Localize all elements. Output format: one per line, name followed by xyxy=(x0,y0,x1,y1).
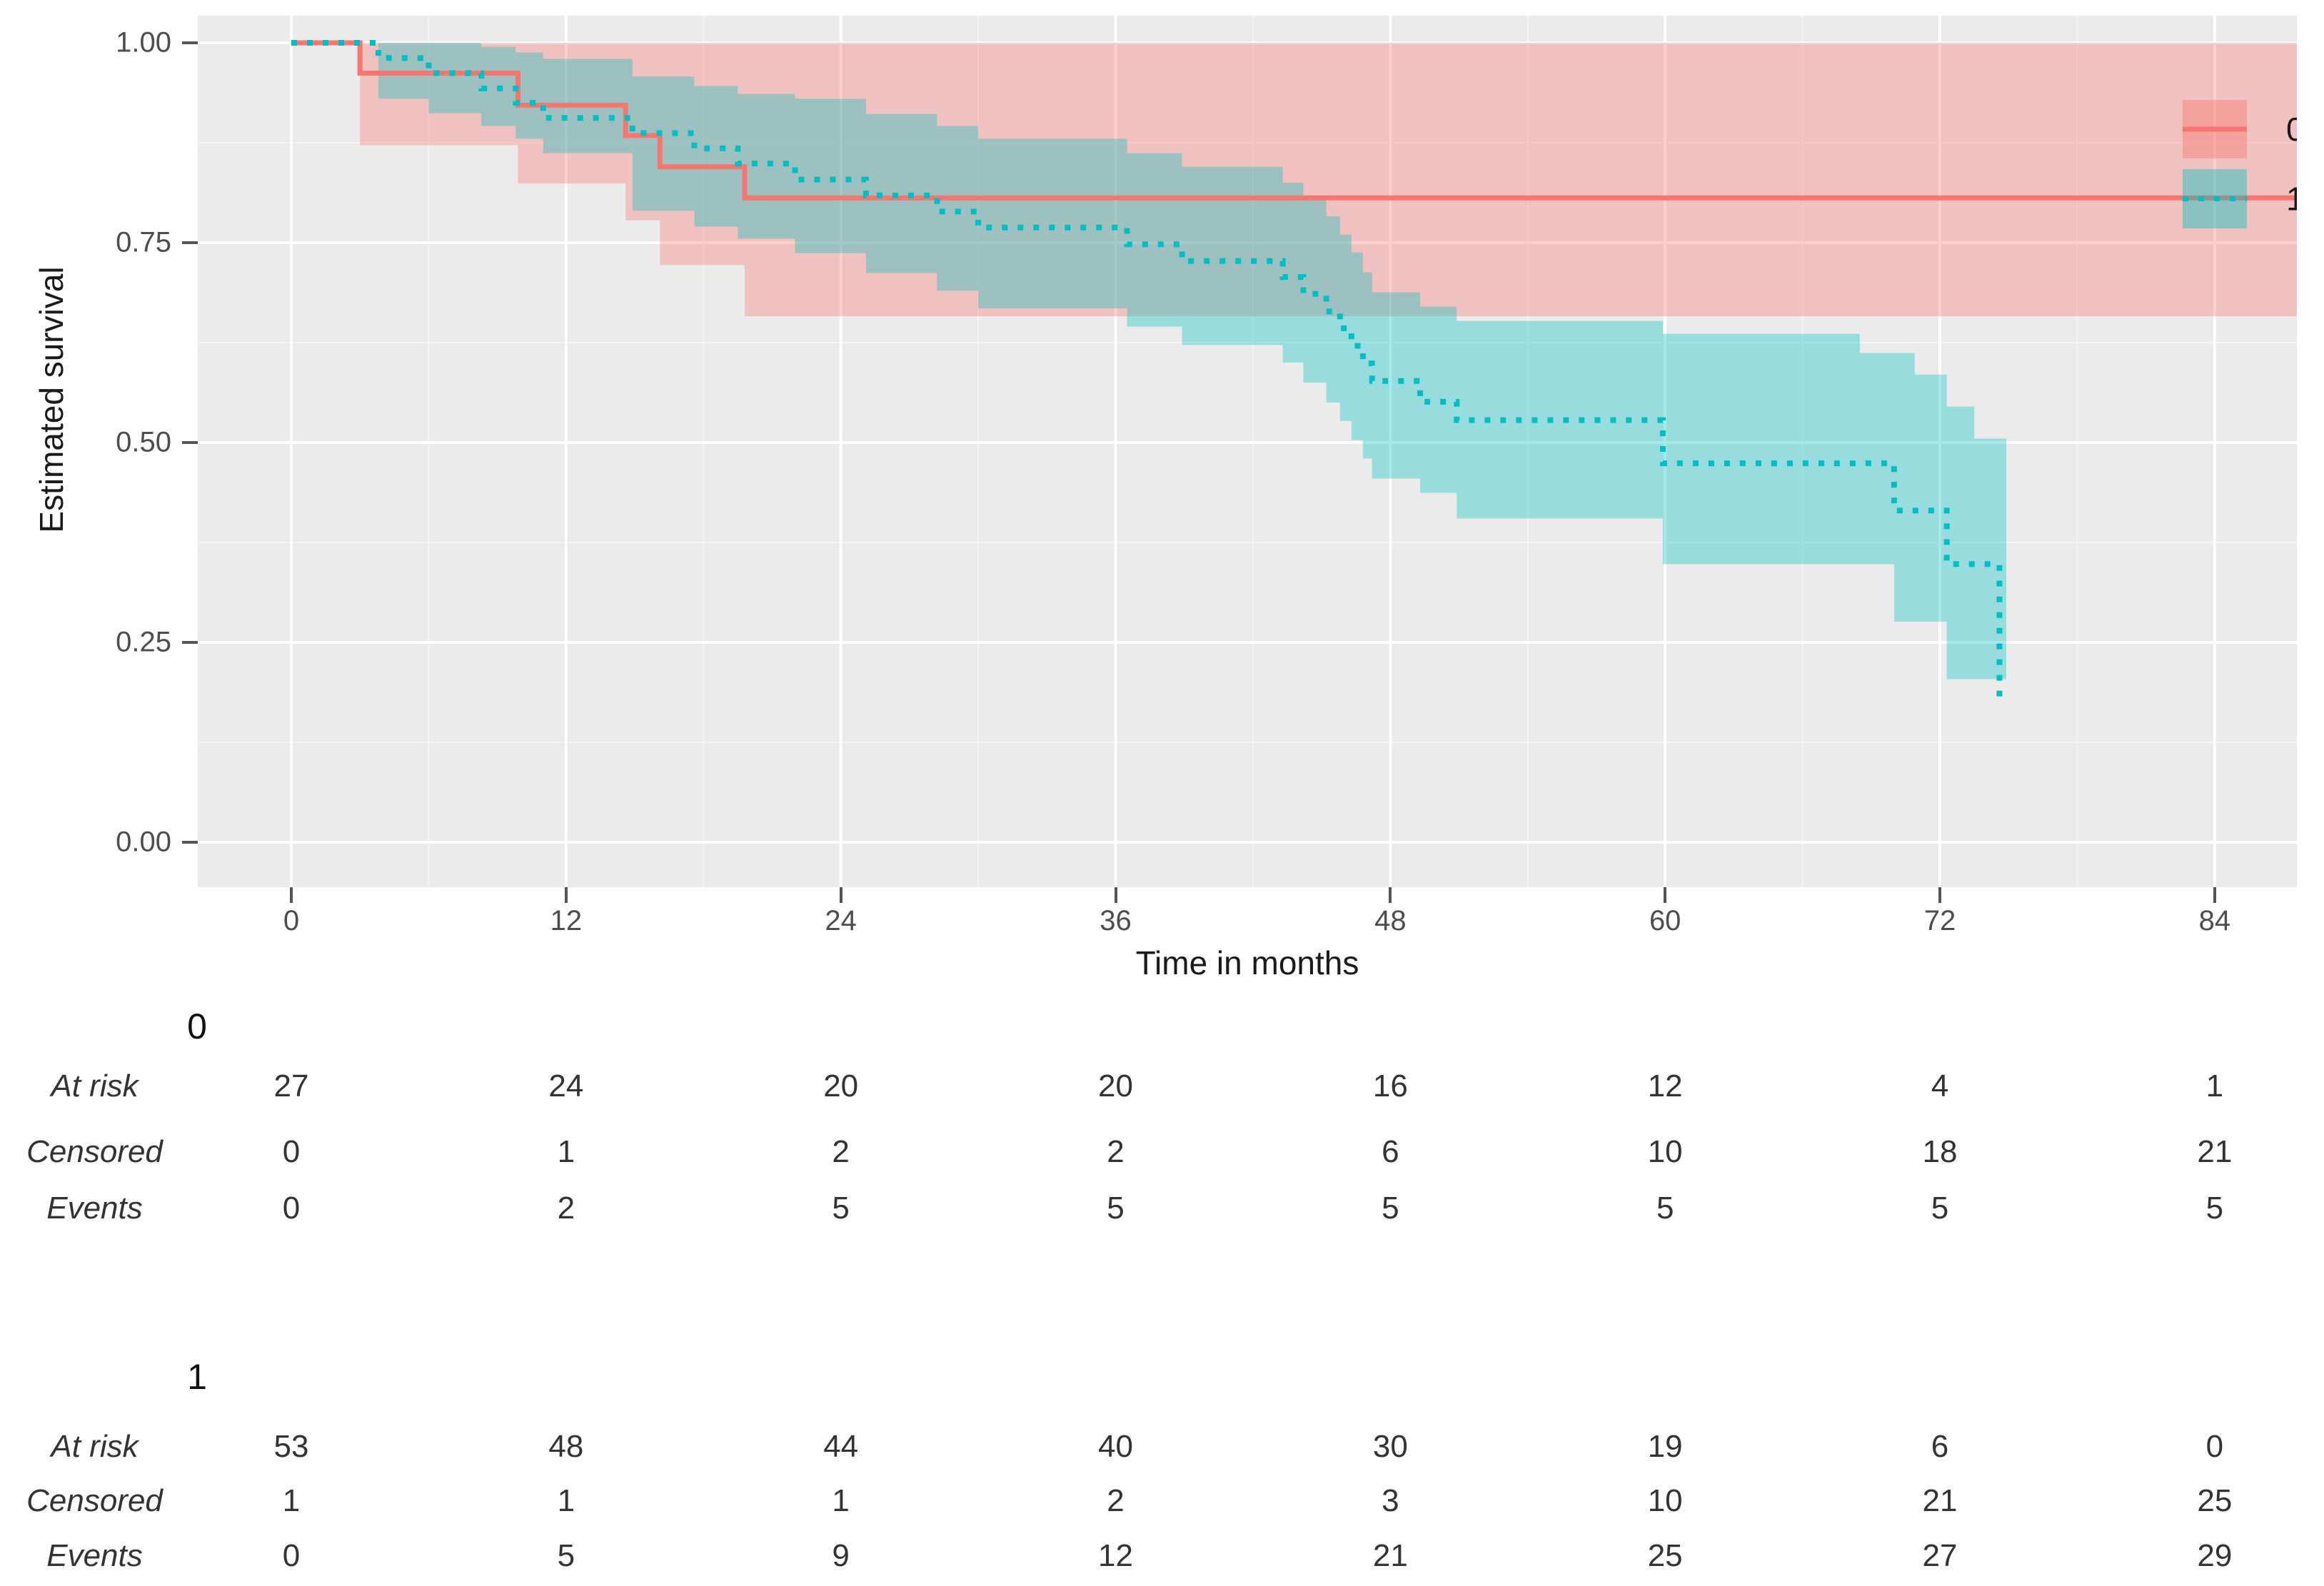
risk-table-cell: 29 xyxy=(2197,1538,2233,1573)
risk-table-cell: 1 xyxy=(2205,1069,2224,1103)
risk-table-cell: 25 xyxy=(2197,1483,2233,1518)
y-tick-mark xyxy=(182,641,198,644)
risk-table-cell: 6 xyxy=(1382,1134,1399,1169)
risk-table-cell: 1 xyxy=(557,1134,575,1169)
risk-table-cell: 0 xyxy=(282,1538,301,1573)
risk-table-cell: 21 xyxy=(2197,1134,2233,1169)
row-label-censored: Censored xyxy=(26,1483,163,1518)
risk-table-cell: 18 xyxy=(1922,1134,1958,1169)
risk-table-cell: 4 xyxy=(1931,1069,1949,1103)
legend-label-1: 1 xyxy=(2286,181,2297,218)
legend-label-0: 0 xyxy=(2286,111,2297,148)
row-label-events: Events xyxy=(46,1191,143,1226)
risk-table-cell: 2 xyxy=(1107,1134,1125,1169)
y-tick-label: 1.00 xyxy=(116,26,171,59)
risk-table-cell: 5 xyxy=(1656,1191,1674,1226)
risk-table-cell: 27 xyxy=(273,1069,309,1103)
risk-table-group-0-header: 0 xyxy=(187,1006,207,1046)
risk-table-cell: 20 xyxy=(1098,1069,1133,1103)
risk-table-cell: 21 xyxy=(1922,1483,1958,1518)
risk-table-cell: 0 xyxy=(282,1134,301,1169)
risk-table-cell: 9 xyxy=(832,1538,850,1573)
risk-table-cell: 53 xyxy=(273,1429,309,1464)
confidence-band-group-1 xyxy=(378,43,2007,680)
risk-table-cell: 16 xyxy=(1372,1069,1408,1103)
y-tick-label: 0.75 xyxy=(116,226,171,258)
risk-table-cell: 21 xyxy=(1372,1538,1408,1573)
y-tick-mark xyxy=(182,241,198,244)
risk-table-cell: 0 xyxy=(2205,1429,2224,1464)
x-tick-mark xyxy=(1114,887,1117,903)
risk-table-cell: 5 xyxy=(1931,1191,1949,1226)
risk-table-cell: 1 xyxy=(832,1483,850,1518)
x-tick-label: 72 xyxy=(1923,905,1956,936)
risk-table-cell: 10 xyxy=(1647,1483,1683,1518)
x-tick-mark xyxy=(1389,887,1392,903)
risk-table-cell: 5 xyxy=(1107,1191,1125,1226)
risk-table-cell: 24 xyxy=(548,1069,584,1103)
y-tick-mark xyxy=(182,441,198,444)
row-label-at-risk: At risk xyxy=(51,1429,139,1464)
x-tick-label: 60 xyxy=(1649,905,1681,936)
y-tick-label: 0.25 xyxy=(116,626,171,658)
x-tick-mark xyxy=(839,887,842,903)
risk-table-cell: 3 xyxy=(1382,1483,1399,1518)
risk-table-cell: 10 xyxy=(1647,1134,1683,1169)
risk-table-cell: 30 xyxy=(1372,1429,1408,1464)
risk-table-cell: 6 xyxy=(1931,1429,1949,1464)
risk-table-cell: 20 xyxy=(823,1069,859,1103)
risk-table-cell: 5 xyxy=(1382,1191,1399,1226)
x-tick-mark xyxy=(290,887,293,903)
risk-table-cell: 2 xyxy=(832,1134,850,1169)
risk-table-cell: 0 xyxy=(282,1191,301,1226)
x-tick-mark xyxy=(1664,887,1667,903)
risk-table-cell: 19 xyxy=(1647,1429,1683,1464)
risk-table-cell: 25 xyxy=(1647,1538,1683,1573)
x-tick-label: 24 xyxy=(825,905,857,936)
x-tick-label: 48 xyxy=(1374,905,1407,936)
risk-table-cell: 2 xyxy=(557,1191,575,1226)
y-axis-title: Estimated survival xyxy=(33,266,70,533)
risk-table-cell: 5 xyxy=(557,1538,575,1573)
y-tick-label: 0.00 xyxy=(116,826,171,858)
x-tick-label: 12 xyxy=(550,905,583,936)
row-label-events: Events xyxy=(46,1538,143,1573)
risk-table-group-1-header: 1 xyxy=(187,1357,207,1397)
x-tick-mark xyxy=(564,887,568,903)
x-tick-mark xyxy=(1938,887,1942,903)
survival-plot-panel: 01 xyxy=(198,16,2297,887)
row-label-censored: Censored xyxy=(26,1134,163,1169)
risk-table-cell: 1 xyxy=(282,1483,301,1518)
x-tick-label: 36 xyxy=(1100,905,1132,936)
risk-table-cell: 44 xyxy=(823,1429,859,1464)
confidence-band-group-0 xyxy=(360,43,2297,317)
risk-table-cell: 1 xyxy=(557,1483,575,1518)
risk-table-cell: 48 xyxy=(548,1429,584,1464)
y-tick-mark xyxy=(182,41,198,44)
risk-table-cell: 40 xyxy=(1098,1429,1133,1464)
x-tick-mark xyxy=(2213,887,2216,903)
x-tick-label: 84 xyxy=(2198,905,2231,936)
risk-table-cell: 12 xyxy=(1647,1069,1683,1103)
risk-table-cell: 12 xyxy=(1098,1538,1133,1573)
risk-table-cell: 2 xyxy=(1107,1483,1125,1518)
risk-table-cell: 27 xyxy=(1922,1538,1958,1573)
y-tick-label: 0.50 xyxy=(116,426,171,458)
risk-table-cell: 5 xyxy=(832,1191,850,1226)
x-tick-label: 0 xyxy=(283,905,300,936)
row-label-at-risk: At risk xyxy=(51,1069,139,1103)
survival-curve-group-1 xyxy=(291,40,2007,702)
x-axis-title: Time in months xyxy=(1135,944,1359,981)
y-tick-mark xyxy=(182,841,198,844)
risk-table-cell: 5 xyxy=(2205,1191,2224,1226)
